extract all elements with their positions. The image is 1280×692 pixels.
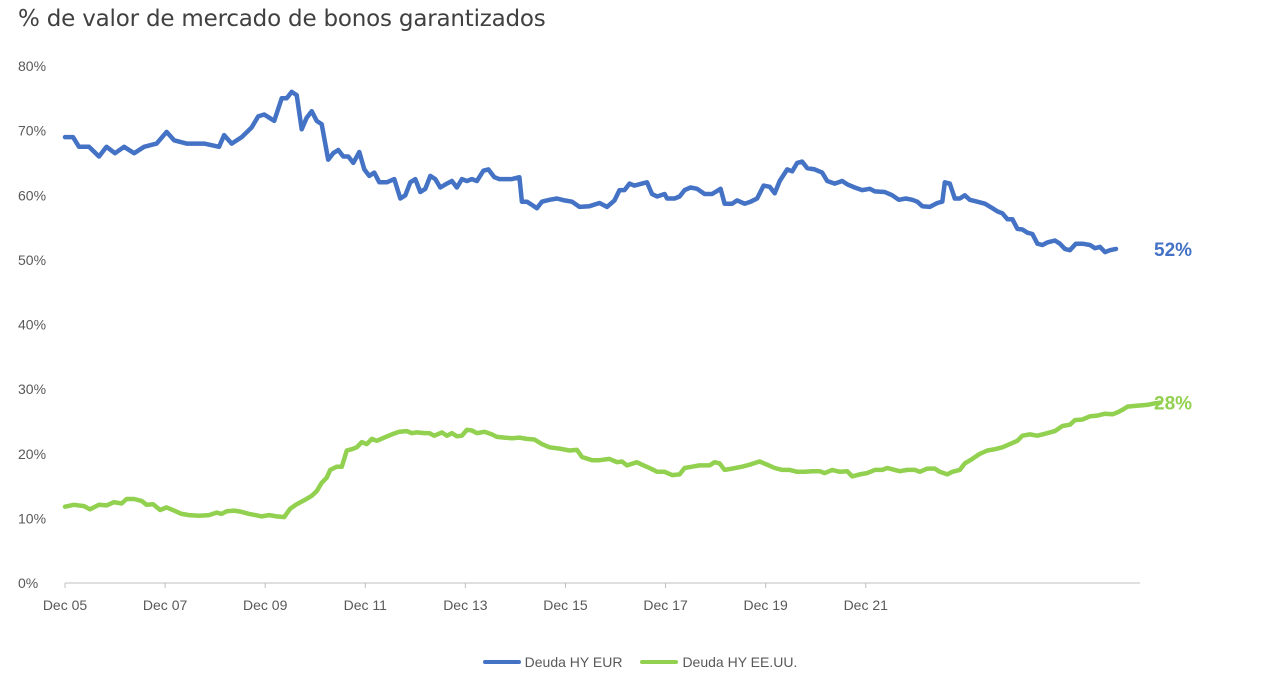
chart-title: % de valor de mercado de bonos garantiza… xyxy=(18,6,546,32)
x-tick-label: Dec 05 xyxy=(43,597,88,613)
y-tick-label: 80% xyxy=(18,58,46,74)
end-label-us: 28% xyxy=(1154,394,1192,415)
x-tick-label: Dec 15 xyxy=(543,597,588,613)
legend-swatch-us xyxy=(640,660,679,664)
y-tick-label: 40% xyxy=(18,317,46,333)
series-lines xyxy=(62,89,1163,520)
legend: Deuda HY EUR Deuda HY EE.UU. xyxy=(0,654,1280,670)
y-tick-label: 30% xyxy=(18,381,46,397)
series-line-us xyxy=(62,400,1163,520)
x-tick-label: Dec 07 xyxy=(143,597,188,613)
y-tick-label: 50% xyxy=(18,252,46,268)
x-tick-label: Dec 17 xyxy=(643,597,688,613)
x-tick-label: Dec 21 xyxy=(844,597,889,613)
x-tick-label: Dec 11 xyxy=(344,597,388,613)
legend-label-us: Deuda HY EE.UU. xyxy=(682,654,798,670)
y-tick-label: 70% xyxy=(18,123,46,139)
x-axis-ticks: Dec 05 Dec 07 Dec 09 Dec 11 Dec 13 Dec 15 Dec … xyxy=(43,583,888,613)
legend-label-eur: Deuda HY EUR xyxy=(524,654,623,670)
x-tick-label: Dec 19 xyxy=(743,597,788,613)
legend-swatch-eur xyxy=(482,660,521,664)
y-tick-label: 60% xyxy=(18,187,46,203)
legend-item-eur: Deuda HY EUR xyxy=(482,654,623,670)
y-tick-label: 20% xyxy=(18,446,46,462)
y-axis-tick-labels: 0% 10% 20% 30% 40% 50% 60% 70% 80% xyxy=(18,58,46,591)
y-tick-label: 0% xyxy=(18,575,38,591)
x-tick-label: Dec 13 xyxy=(443,597,488,613)
legend-item-us: Deuda HY EE.UU. xyxy=(640,654,797,670)
end-label-eur: 52% xyxy=(1154,240,1192,261)
series-end-labels: 52% 28% xyxy=(1154,240,1192,415)
x-tick-label: Dec 09 xyxy=(243,597,288,613)
series-line-eur xyxy=(62,89,1119,255)
y-tick-label: 10% xyxy=(18,510,46,526)
